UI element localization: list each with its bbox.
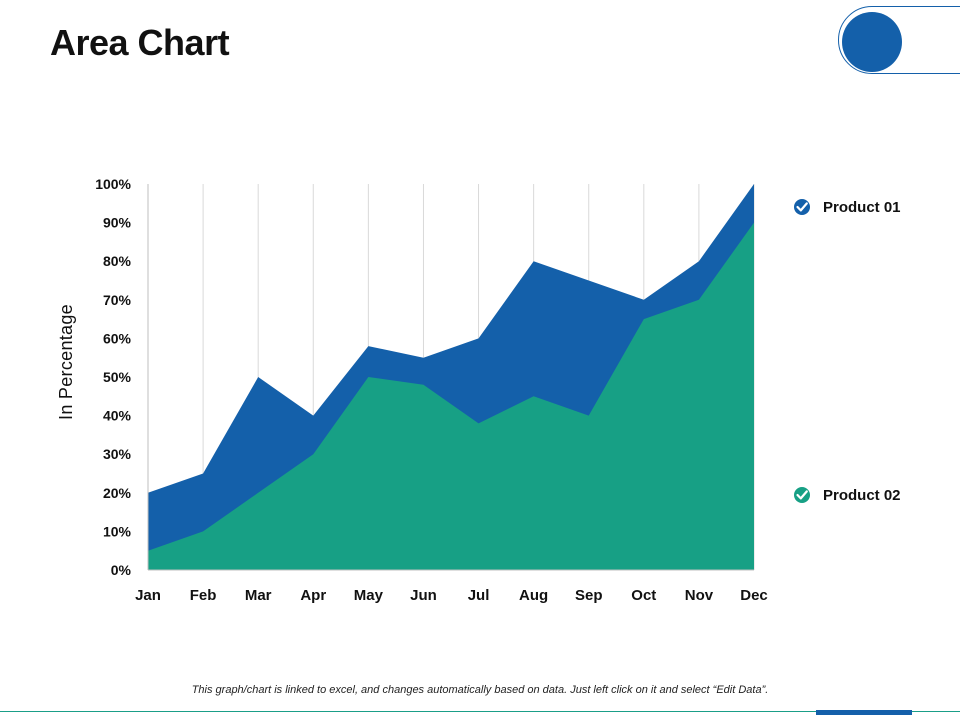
x-tick-label: May [354,587,384,604]
x-tick-label: Jan [135,587,161,604]
x-tick-label: Dec [740,587,768,604]
checkmark-icon [796,202,808,212]
y-tick-label: 90% [103,215,132,231]
bottom-accent-bar [816,710,912,715]
footnote: This graph/chart is linked to excel, and… [191,684,769,696]
x-tick-label: Sep [575,587,603,604]
x-tick-label: Apr [300,587,326,604]
x-tick-label: Jun [410,587,437,604]
x-tick-label: Jul [468,587,490,604]
y-tick-label: 70% [103,292,132,308]
checkmark-icon [796,490,808,500]
area-chart[interactable]: 0% 10% 20% 30% 40% 50% 60% 70% 80% 90% 100% Jan Feb M… [0,0,960,680]
x-tick-label: Aug [519,587,548,604]
y-tick-label: 80% [103,253,132,269]
slide-title: Area Chart [50,22,230,63]
legend-label: Product 02 [823,487,901,504]
x-tick-label: Nov [685,587,714,604]
y-tick-label: 40% [103,408,132,424]
y-tick-label: 100% [95,176,131,192]
y-axis-title: In Percentage [56,304,76,420]
x-tick-label: Feb [190,587,217,604]
y-tick-label: 10% [103,523,132,539]
blue-circle-icon [842,12,902,72]
legend-label: Product 01 [823,199,901,216]
x-tick-label: Mar [245,587,272,604]
bottom-divider [0,711,960,712]
y-tick-label: 20% [103,485,132,501]
decorative-ring [838,6,960,74]
y-tick-label: 60% [103,330,132,346]
y-tick-label: 50% [103,369,132,385]
y-tick-label: 30% [103,446,132,462]
x-tick-label: Oct [631,587,656,604]
area-series-2[interactable] [148,222,754,570]
y-tick-label: 0% [111,562,132,578]
